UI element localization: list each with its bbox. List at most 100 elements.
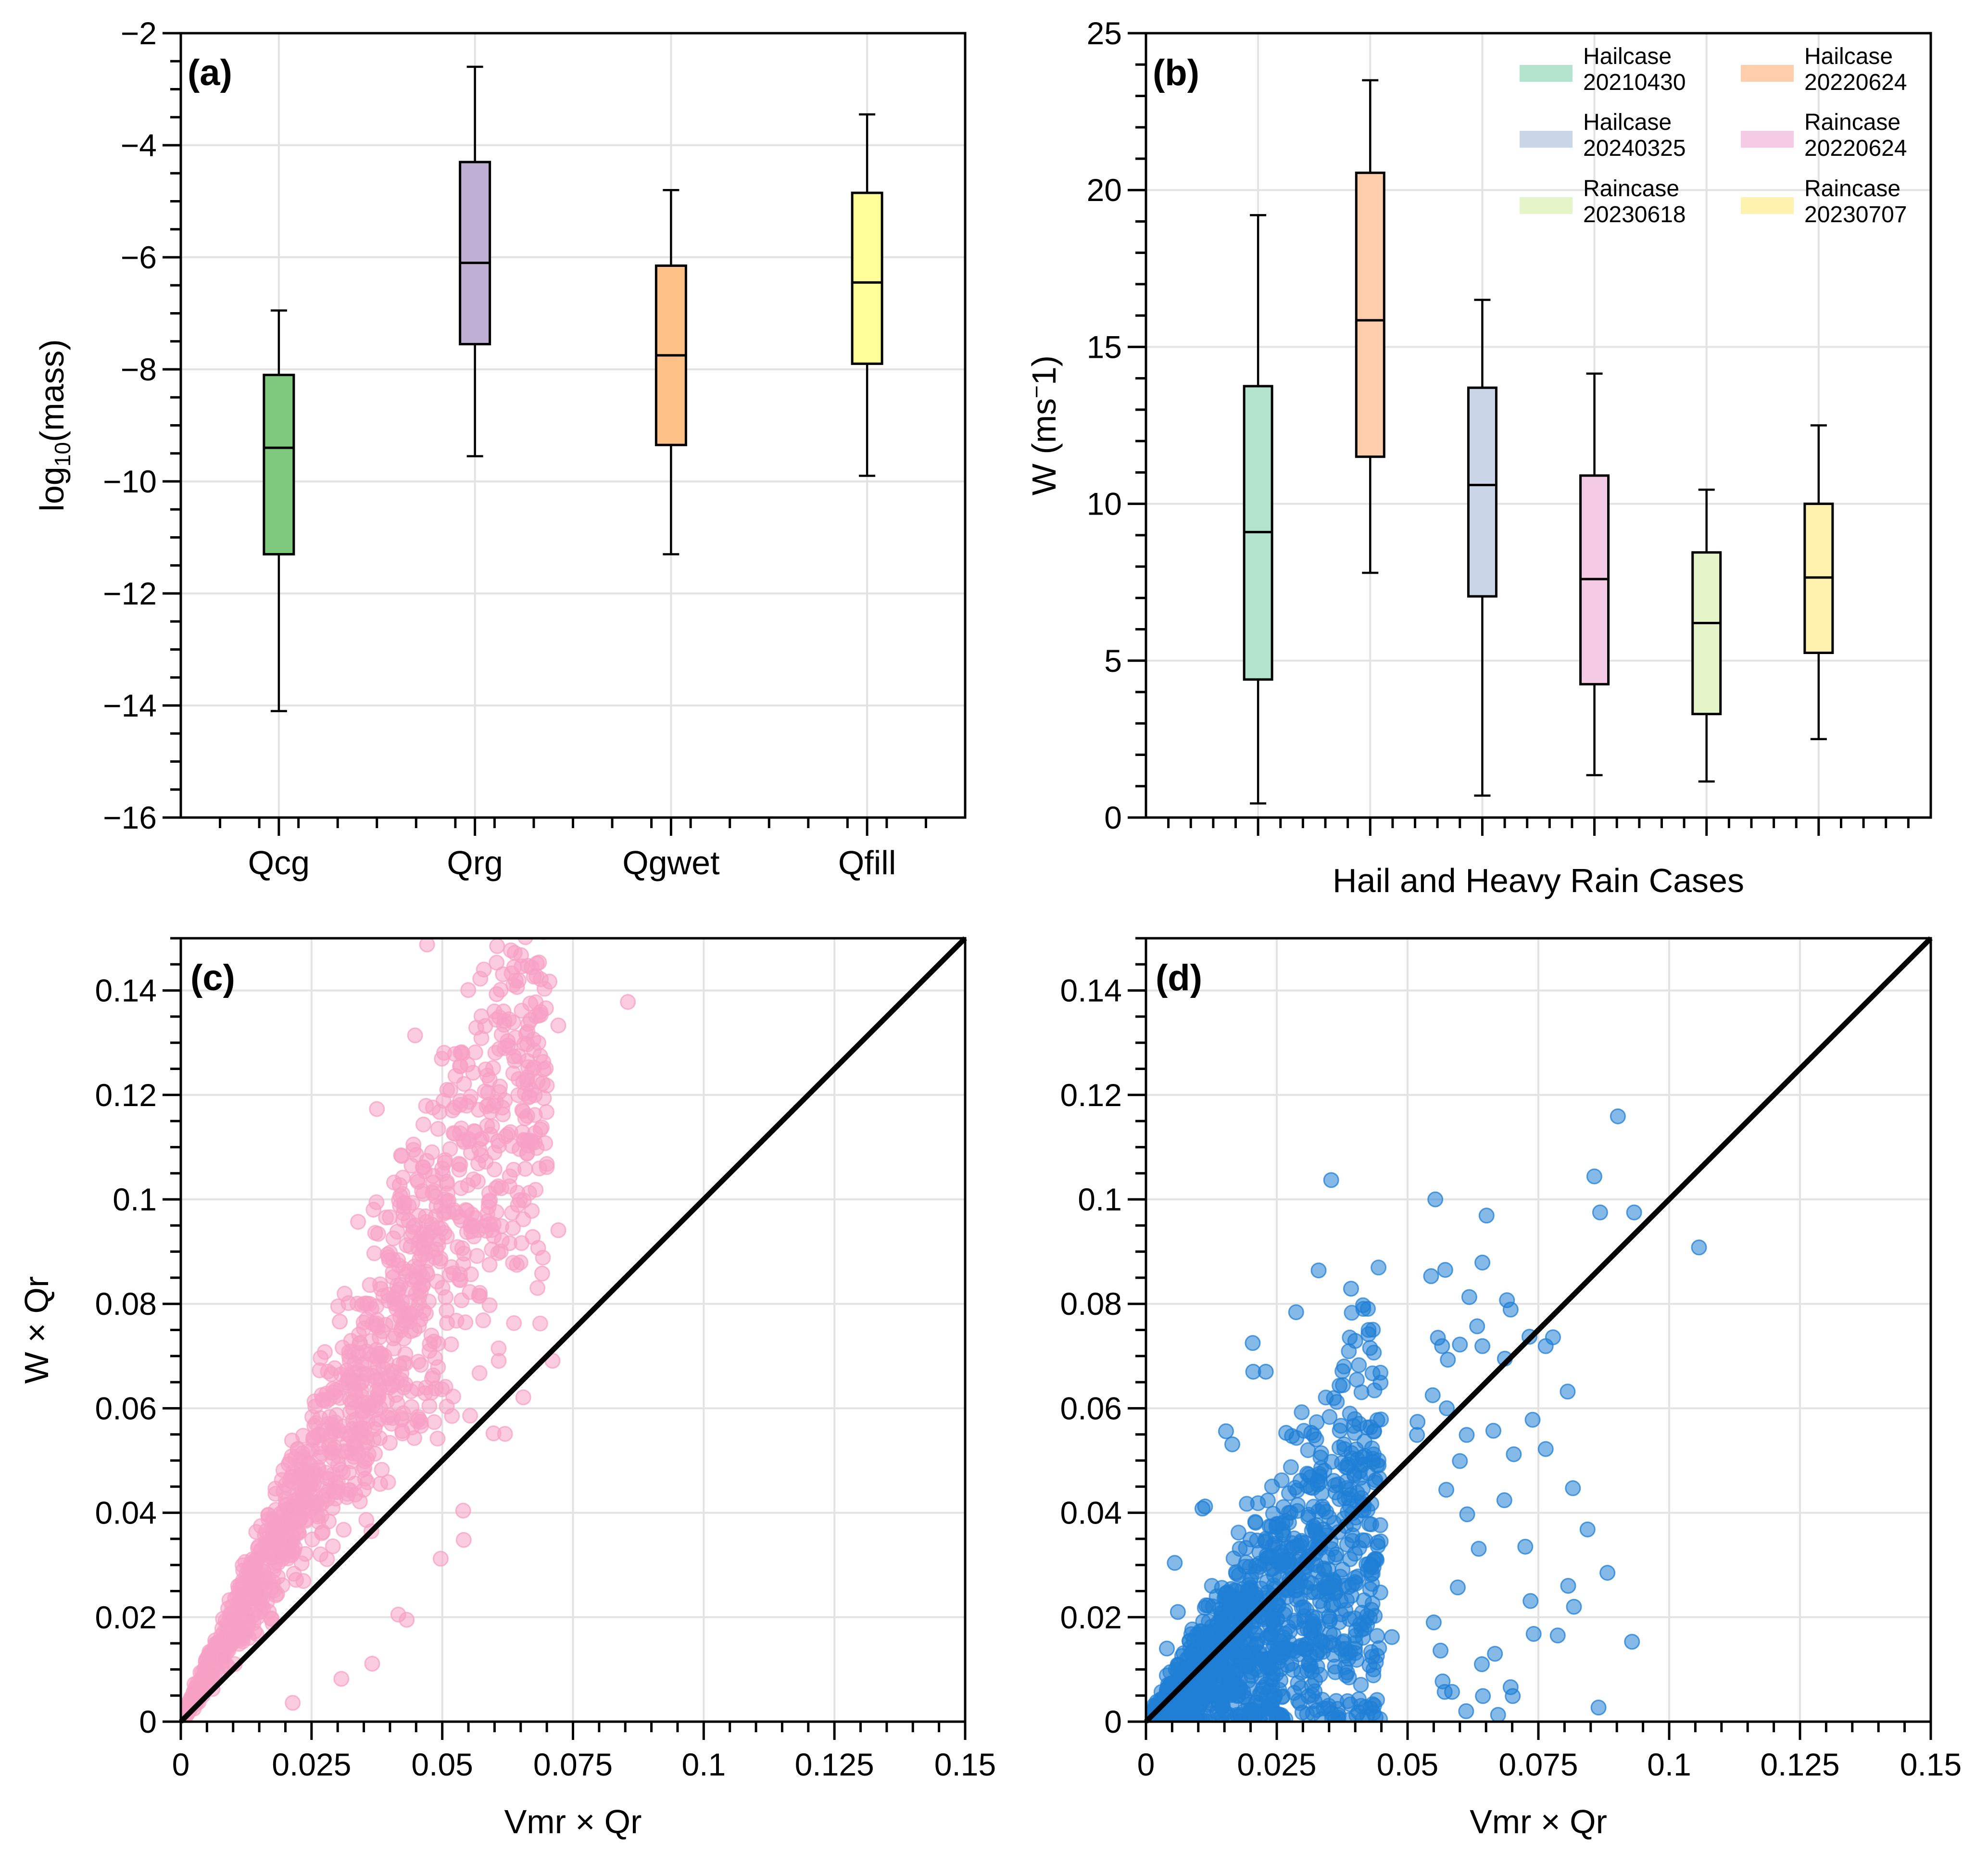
scatter-point (519, 1108, 536, 1124)
panel-label: (b) (1153, 52, 1199, 93)
scatter-point (383, 1416, 400, 1432)
legend-label-line2: 20210430 (1583, 70, 1686, 95)
scatter-point (1353, 1698, 1369, 1714)
scatter-point (1449, 1579, 1466, 1596)
scatter-point (440, 1204, 457, 1220)
scatter-point (1335, 1377, 1351, 1393)
scatter-point (506, 1315, 522, 1331)
scatter-point (289, 1487, 306, 1503)
scatter-point (1458, 1703, 1474, 1719)
y-tick-label: 20 (1087, 172, 1122, 208)
scatter-point (1409, 1414, 1426, 1430)
scatter-point (1361, 1516, 1377, 1532)
scatter-point (285, 1695, 301, 1711)
scatter-point (1197, 1499, 1213, 1515)
scatter-point (1440, 1351, 1456, 1368)
x-axis-label: Hail and Heavy Rain Cases (1333, 862, 1744, 899)
scatter-point (520, 1059, 536, 1075)
scatter-point (479, 1118, 495, 1134)
scatter-point (413, 1414, 429, 1430)
scatter-point (1245, 1335, 1261, 1351)
scatter-point (1360, 1326, 1377, 1342)
x-tick-label: 0.125 (1760, 1747, 1839, 1782)
scatter-point (1283, 1655, 1300, 1672)
scatter-point (355, 1461, 371, 1478)
scatter-point (285, 1533, 301, 1549)
scatter-point (1366, 1382, 1383, 1398)
scatter-point (434, 1051, 450, 1067)
scatter-point (339, 1436, 355, 1452)
scatter-point (1294, 1704, 1310, 1721)
scatter-point (439, 1082, 455, 1098)
scatter-point (1372, 1584, 1388, 1600)
scatter-point (535, 1054, 552, 1070)
scatter-point (1208, 1588, 1225, 1605)
x-category-label: Qgwet (622, 844, 719, 882)
scatter-point (1586, 1168, 1602, 1184)
scatter-point (1311, 1466, 1328, 1482)
scatter-point (481, 1194, 497, 1210)
scatter-point (1240, 1658, 1256, 1674)
scatter-point (355, 1314, 372, 1331)
y-tick-label: −6 (121, 239, 157, 275)
scatter-point (1159, 1640, 1175, 1657)
scatter-point (1372, 1533, 1389, 1549)
scatter-point (1226, 1649, 1242, 1665)
scatter-point (521, 881, 536, 895)
x-category-label: Qfill (838, 844, 896, 882)
scatter-point (1344, 1305, 1360, 1321)
box-hailcase-20210430 (1243, 214, 1273, 805)
y-tick-label: 0.04 (95, 1495, 157, 1531)
one-to-one-line (1144, 936, 1933, 1724)
scatter-point (491, 1340, 507, 1357)
scatter-point (372, 1430, 388, 1446)
y-tick-label: 0.14 (95, 973, 157, 1008)
scatter-point (1294, 1404, 1310, 1421)
scatter-point (312, 1546, 328, 1562)
legend-label-line1: Raincase (1583, 176, 1679, 202)
scatter-point (456, 1246, 472, 1262)
scatter-point (1328, 1693, 1345, 1709)
scatter-point (369, 1101, 385, 1117)
scatter-point (351, 1363, 367, 1379)
scatter-point (528, 1182, 544, 1198)
scatter-point (267, 1480, 284, 1497)
scatter-point (1252, 1651, 1269, 1667)
scatter-point (296, 1451, 312, 1467)
scatter-point (1348, 1372, 1365, 1388)
scatter-point (1310, 1563, 1326, 1580)
scatter-point (461, 1133, 478, 1149)
scatter-point (432, 1550, 449, 1567)
y-tick-label: 0.02 (95, 1600, 157, 1635)
scatter-point (480, 1084, 496, 1101)
scatter-point (320, 1363, 336, 1380)
scatter-point (336, 1522, 352, 1538)
scatter-point (1313, 1445, 1329, 1461)
x-tick-label: 0.1 (1647, 1747, 1691, 1782)
scatter-point (531, 843, 546, 857)
iqr-box (459, 161, 491, 346)
scatter-point (1452, 1336, 1468, 1353)
scatter-point (316, 1344, 333, 1360)
scatter-point (1362, 1340, 1378, 1356)
x-category-label: Qrg (447, 844, 503, 882)
scatter-point (407, 1027, 423, 1044)
scatter-point (492, 1243, 509, 1259)
scatter-point (395, 1170, 411, 1186)
scatter-point (1220, 1609, 1236, 1625)
scatter-point (514, 1124, 530, 1140)
scatter-point (423, 1327, 440, 1344)
scatter-point (1444, 1684, 1460, 1700)
scatter-point (1459, 1427, 1475, 1443)
scatter-point (515, 1211, 531, 1227)
scatter-point (405, 1136, 422, 1153)
scatter-point (1537, 1441, 1554, 1457)
box-qfill (851, 113, 883, 477)
scatter-point (1459, 1506, 1475, 1523)
scatter-point (469, 1248, 485, 1264)
y-tick-label: 0.06 (95, 1390, 157, 1426)
panel-label: (d) (1156, 957, 1202, 998)
scatter-point (1283, 1541, 1300, 1557)
scatter-point (457, 1314, 474, 1331)
x-tick-label: 0.05 (411, 1747, 473, 1782)
